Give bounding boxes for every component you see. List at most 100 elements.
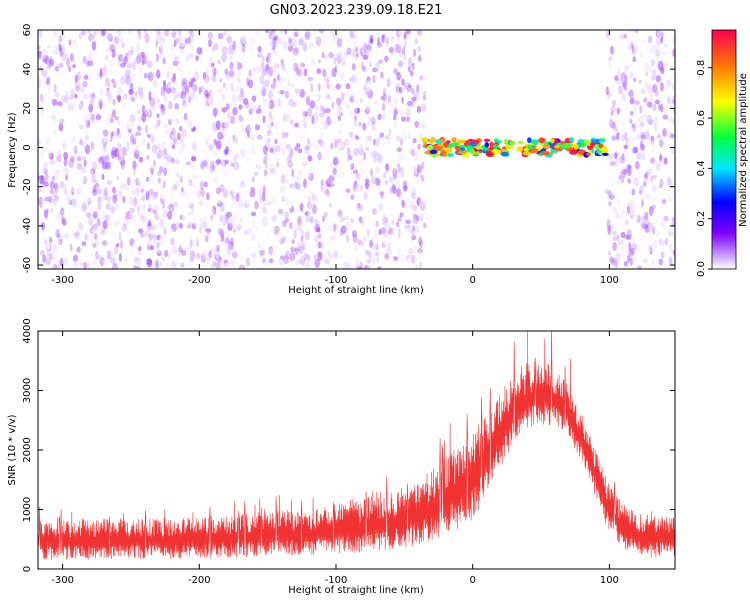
heatmap-cell: [174, 38, 180, 43]
heatmap-cell: [289, 119, 294, 125]
heatmap-cell: [390, 102, 396, 111]
heatmap-cell: [654, 208, 660, 219]
heatmap-cell: [79, 137, 83, 146]
heatmap-cell: [240, 32, 247, 40]
heatmap-cell: [282, 195, 286, 203]
heatmap-cell: [79, 234, 84, 244]
heatmap-cell: [647, 35, 653, 44]
heatmap-cell: [87, 30, 92, 35]
heatmap-cell: [82, 113, 87, 122]
heatmap-cell: [342, 34, 347, 41]
heatmap-cell: [230, 115, 236, 125]
y-tick-label: -40: [22, 218, 33, 234]
heatmap-cell: [410, 255, 417, 264]
heatmap-cell: [400, 254, 406, 264]
heatmap-cell: [205, 222, 211, 228]
heatmap-cell: [275, 120, 280, 130]
heatmap-cell: [415, 84, 420, 94]
heatmap-cell: [38, 139, 41, 147]
heatmap-cell: [165, 128, 170, 136]
heatmap-cell: [177, 35, 183, 44]
heatmap-cell: [167, 232, 170, 242]
heatmap-cell: [155, 53, 159, 63]
heatmap-cell: [362, 122, 367, 131]
heatmap-cell: [221, 159, 225, 167]
heatmap-cell: [660, 202, 666, 210]
heatmap-cell: [642, 258, 648, 264]
heatmap-cell: [144, 124, 149, 134]
heatmap-cell: [370, 116, 376, 125]
heatmap-cell: [135, 132, 142, 140]
heatmap-cell: [140, 51, 145, 58]
heatmap-cell: [317, 107, 321, 117]
heatmap-cell: [655, 202, 660, 210]
heatmap-cell: [359, 217, 363, 224]
heatmap-cell: [335, 83, 341, 90]
heatmap-cell: [243, 203, 248, 209]
heatmap-cell: [404, 110, 409, 116]
snr-series: [38, 331, 675, 561]
heatmap-cell: [133, 202, 139, 208]
heatmap-cell: [62, 141, 66, 150]
heatmap-cell: [195, 55, 199, 61]
heatmap-cell: [639, 50, 644, 58]
heatmap-cell: [377, 36, 380, 46]
heatmap-cell: [125, 132, 130, 141]
colorbar-tick-label: 0.8: [696, 60, 707, 76]
heatmap-cell: [614, 75, 618, 82]
heatmap-cell: [121, 43, 125, 48]
heatmap-cell: [379, 191, 385, 196]
heatmap-cell: [373, 100, 379, 105]
heatmap-cell: [405, 106, 409, 114]
heatmap-cell: [624, 131, 628, 141]
heatmap-cell: [235, 193, 240, 202]
heatmap-cell: [291, 239, 295, 244]
heatmap-cell: [163, 227, 167, 236]
heatmap-cell: [371, 208, 377, 215]
heatmap-cell: [295, 259, 301, 266]
heatmap-cell: [40, 249, 45, 257]
heatmap-cell: [238, 71, 242, 77]
heatmap-cell: [63, 83, 68, 90]
heatmap-cell: [251, 219, 257, 229]
heatmap-cell: [568, 137, 575, 143]
heatmap-cell: [218, 42, 223, 50]
heatmap-cell: [650, 137, 655, 146]
heatmap-cell: [171, 132, 176, 139]
heatmap-cell: [84, 233, 88, 241]
heatmap-cell: [335, 52, 342, 60]
heatmap-cell: [382, 236, 387, 246]
heatmap-cell: [615, 39, 621, 49]
heatmap-cell: [224, 253, 229, 263]
heatmap-cell: [335, 97, 342, 107]
heatmap-cell: [82, 101, 86, 109]
heatmap-cell: [93, 82, 99, 90]
heatmap-cell: [112, 264, 116, 269]
heatmap-cell: [606, 221, 611, 229]
heatmap-cell: [378, 91, 383, 98]
heatmap-cell: [135, 131, 142, 137]
heatmap-cell: [663, 173, 667, 179]
heatmap-cell: [670, 73, 674, 80]
heatmap-cell: [648, 118, 654, 126]
heatmap-cell: [370, 128, 374, 138]
heatmap-cell: [289, 222, 293, 230]
snr-x-label: Height of straight line (km): [288, 585, 424, 596]
heatmap-cell: [73, 254, 78, 263]
heatmap-cell: [381, 242, 386, 248]
heatmap-cell: [229, 190, 234, 197]
heatmap-cell: [348, 131, 354, 138]
heatmap-cell: [265, 232, 269, 239]
heatmap-cell: [112, 98, 116, 106]
heatmap-cell: [601, 152, 609, 156]
heatmap-cell: [619, 33, 625, 40]
heatmap-cell: [297, 148, 303, 154]
heatmap-cell: [354, 79, 361, 86]
heatmap-cell: [221, 93, 226, 102]
heatmap-cell: [322, 68, 327, 78]
heatmap-cell: [359, 98, 363, 103]
heatmap-cell: [162, 80, 167, 86]
heatmap-cell: [332, 204, 339, 210]
heatmap-cell: [632, 56, 637, 63]
heatmap-cell: [164, 208, 167, 216]
